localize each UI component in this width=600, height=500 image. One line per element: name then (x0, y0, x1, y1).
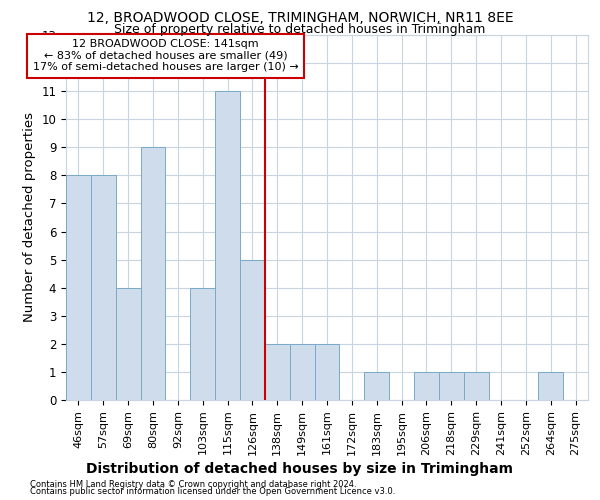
Bar (66, 176, 91, 400)
Bar (240, 260, 265, 400)
Text: Size of property relative to detached houses in Trimingham: Size of property relative to detached ho… (115, 22, 485, 36)
Bar (190, 288, 215, 400)
Bar (265, 344, 290, 400)
Bar (464, 372, 488, 400)
Y-axis label: Number of detached properties: Number of detached properties (23, 112, 36, 322)
Text: Distribution of detached houses by size in Trimingham: Distribution of detached houses by size … (86, 462, 514, 476)
Bar (91, 176, 116, 400)
Bar (364, 372, 389, 400)
Text: Contains public sector information licensed under the Open Government Licence v3: Contains public sector information licen… (30, 488, 395, 496)
Bar (538, 372, 563, 400)
Bar (116, 288, 140, 400)
Bar (314, 344, 340, 400)
Text: 12 BROADWOOD CLOSE: 141sqm
← 83% of detached houses are smaller (49)
17% of semi: 12 BROADWOOD CLOSE: 141sqm ← 83% of deta… (32, 39, 298, 72)
Text: Contains HM Land Registry data © Crown copyright and database right 2024.: Contains HM Land Registry data © Crown c… (30, 480, 356, 489)
Bar (215, 91, 240, 400)
Text: 12, BROADWOOD CLOSE, TRIMINGHAM, NORWICH, NR11 8EE: 12, BROADWOOD CLOSE, TRIMINGHAM, NORWICH… (86, 11, 514, 25)
Bar (414, 372, 439, 400)
Bar (290, 344, 314, 400)
Bar (140, 148, 166, 400)
Bar (439, 372, 464, 400)
